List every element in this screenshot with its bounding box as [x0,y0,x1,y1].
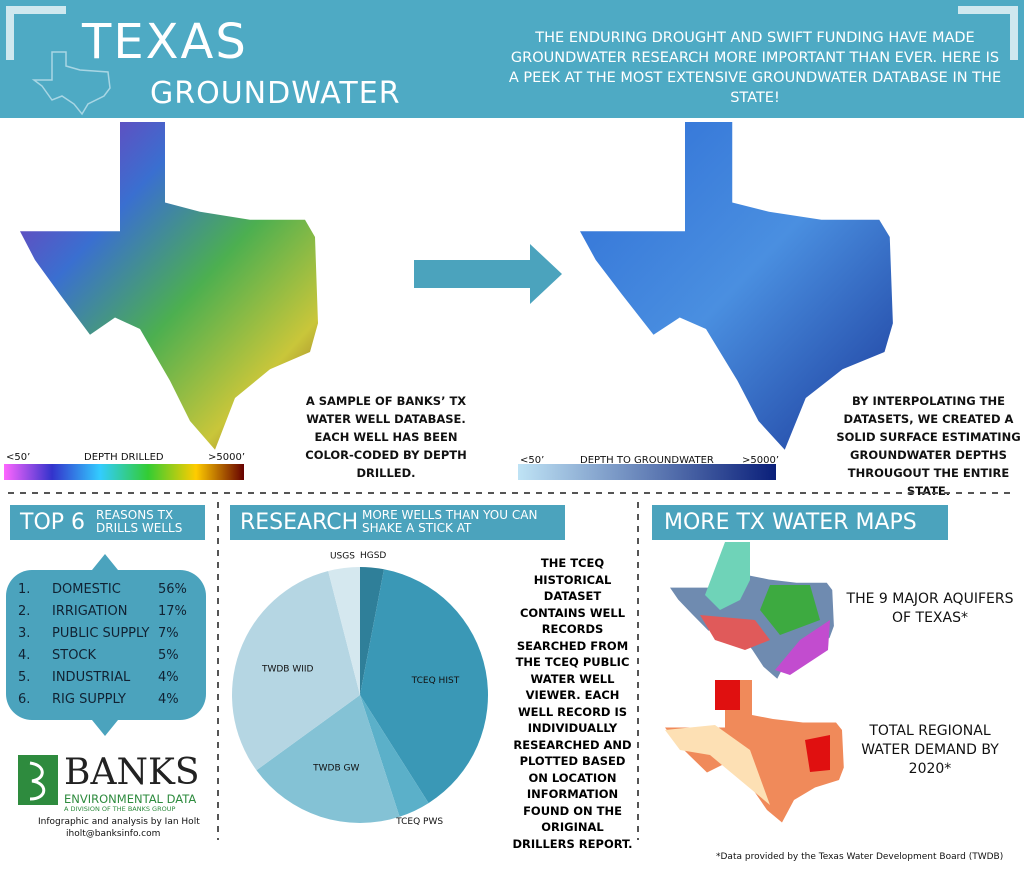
legend-min: <50’ [6,452,31,463]
share: 4% [158,670,179,685]
slice-label: USGS [330,552,355,562]
header-decor [6,6,1018,116]
map-caption: BY INTERPOLATING THE DATASETS, WE CREATE… [836,394,1021,498]
map-caption: A SAMPLE OF BANKS’ TX WATER WELL DATABAS… [305,394,467,480]
slice-label: TCEQ PWS [395,817,443,827]
pie-slice [360,567,384,695]
pie-slice [231,571,360,771]
legend-max: >5000’ [208,452,246,463]
research-header: RESEARCH MORE WELLS THAN YOU CAN SHAKE A… [230,505,565,540]
research-text: THE TCEQ HISTORICAL DATASET CONTAINS WEL… [512,556,633,851]
slice-label: TWDB WIID [261,664,314,674]
reasons-header: TOP 6 REASONS TX DRILLS WELLS [10,505,205,540]
rank: 5. [18,670,31,685]
reasons-tabs [92,554,118,736]
pie-slice [328,567,360,695]
pie-slice [360,569,488,804]
credit: Infographic and analysis by Ian Holt [38,817,200,827]
legend-label: DEPTH TO GROUNDWATER [580,455,714,466]
logo: BANKS [64,752,200,793]
slice-label: HGSD [360,551,386,561]
slice-label: TCEQ HIST [411,676,460,686]
more-maps-title: MORE TX WATER MAPS [652,505,948,540]
rank: 6. [18,692,31,707]
legend-max: >5000’ [742,455,780,466]
dividers [8,492,1016,840]
reasons-list: 1. DOMESTIC 56% 2. IRRIGATION 17% 3. PUBLIC SUP… [6,570,206,720]
reason: PUBLIC SUPPLY [52,626,150,641]
reason: STOCK [52,648,97,663]
share: 56% [158,582,187,597]
slice-label: TWDB GW [312,764,359,774]
share: 7% [158,626,179,641]
reason: IRRIGATION [52,604,128,619]
share: 5% [158,648,179,663]
email: iholt@banksinfo.com [66,829,161,839]
mini-maps [665,542,844,823]
maps-area [4,122,893,480]
pie-chart: HGSD TCEQ HIST TCEQ PWS TWDB GW TWDB WIID USG… [231,551,488,827]
legend-label: DEPTH DRILLED [84,452,164,463]
data-note: *Data provided by the Texas Water Develo… [716,852,1004,862]
logo-sub: ENVIRONMENTAL DATA [64,792,197,806]
header [0,0,1024,118]
reasons-subtitle: REASONS TX DRILLS WELLS [96,508,183,535]
research-subtitle: MORE WELLS THAN YOU CAN SHAKE A STICK AT [362,508,538,535]
reasons-title: TOP 6 [20,510,86,535]
reason: DOMESTIC [52,582,121,597]
rank: 1. [18,582,31,597]
map-item: TOTAL REGIONAL WATER DEMAND BY 2020* [861,723,999,777]
share: 4% [158,692,179,707]
rank: 3. [18,626,31,641]
reason: INDUSTRIAL [52,670,131,685]
share: 17% [158,604,187,619]
rank: 4. [18,648,31,663]
rank: 2. [18,604,31,619]
map-item: THE 9 MAJOR AQUIFERS OF TEXAS* [846,591,1014,626]
pie-slice [256,695,400,823]
reason: RIG SUPPLY [52,692,126,707]
title: TEXAS [82,14,248,70]
logo-mark [18,755,58,805]
subtitle: GROUNDWATER [150,76,401,111]
pie-slice [360,695,429,817]
intro-text: THE ENDURING DROUGHT AND SWIFT FUNDING H… [508,30,1002,106]
research-title: RESEARCH [240,510,359,535]
logo-tag: A DIVISION OF THE BANKS GROUP [64,805,176,813]
legend-min: <50’ [520,455,545,466]
